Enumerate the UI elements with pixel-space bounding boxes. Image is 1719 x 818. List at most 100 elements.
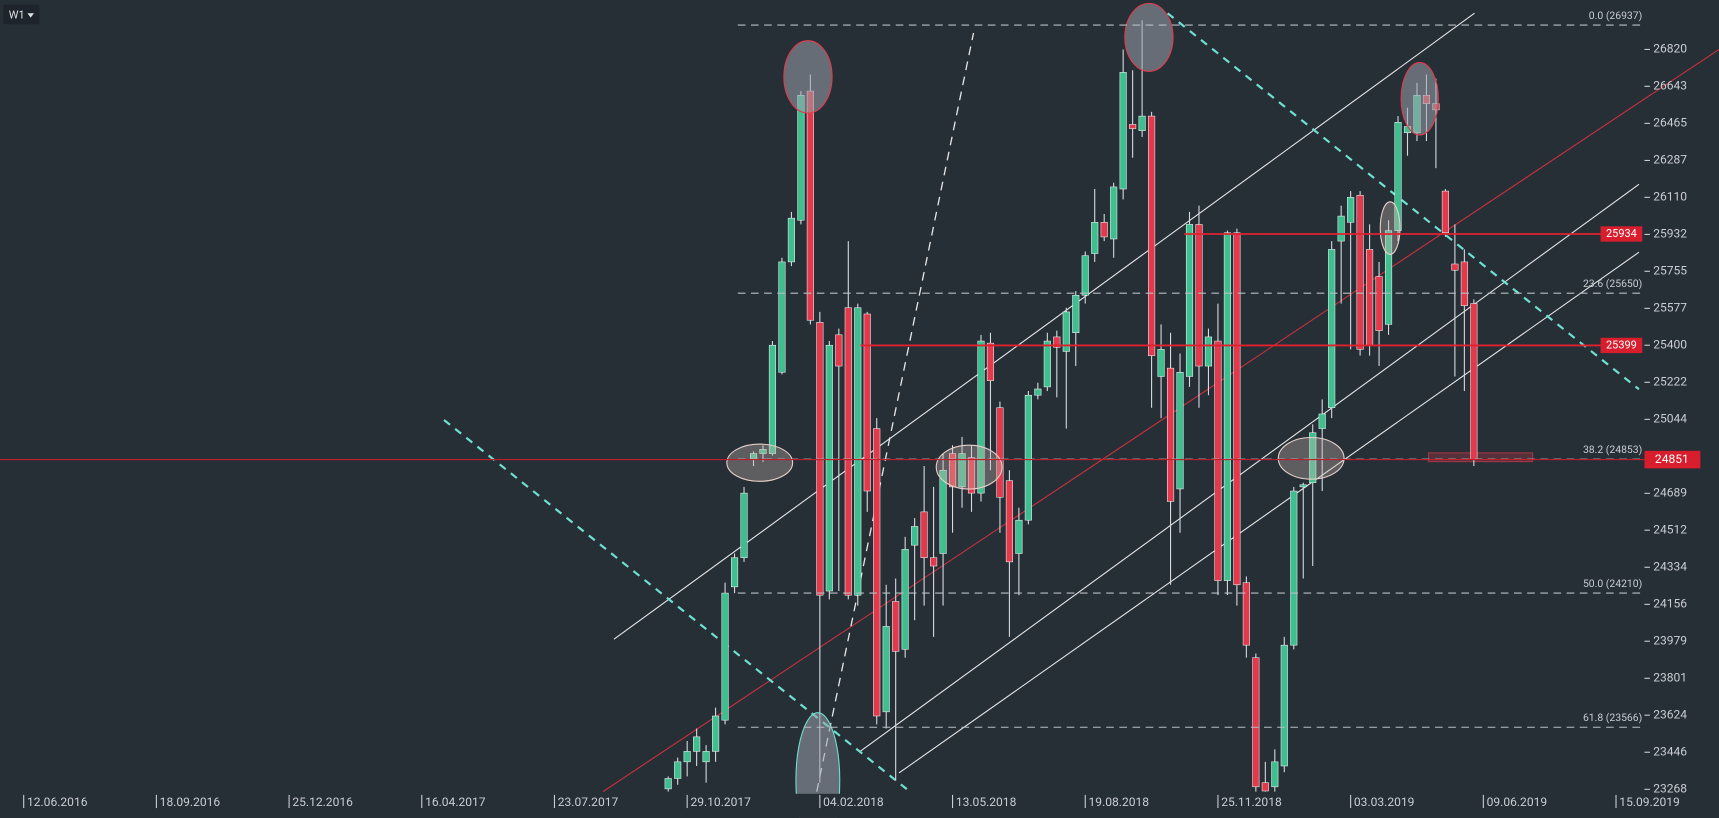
candle-body xyxy=(1384,230,1393,325)
candle-body xyxy=(1441,190,1449,234)
candle-body xyxy=(1129,124,1137,129)
candle-body xyxy=(1252,657,1260,788)
y-tick-label: 26465 xyxy=(1653,116,1687,130)
candle-body xyxy=(1157,349,1165,377)
highlight xyxy=(1400,62,1439,136)
candle-body xyxy=(1110,186,1118,240)
y-tick-label: 23801 xyxy=(1653,670,1687,684)
y-tick-label: 26643 xyxy=(1653,79,1687,93)
candle-body xyxy=(882,626,890,713)
x-tick-label: 25.12.2016 xyxy=(292,795,353,809)
candle-body xyxy=(1214,340,1222,581)
timeframe[interactable]: W1 xyxy=(9,8,25,21)
candle-body xyxy=(674,761,682,779)
y-tick-label: 25400 xyxy=(1653,337,1687,351)
candle-body xyxy=(721,592,729,721)
channel-line xyxy=(860,183,1640,752)
candle-body xyxy=(1148,115,1156,356)
x-tick-label: 09.06.2019 xyxy=(1487,795,1548,809)
candle-body xyxy=(1166,367,1175,502)
candles xyxy=(664,20,1478,792)
candle-body xyxy=(996,407,1004,498)
y-tick-label: 24156 xyxy=(1653,597,1687,611)
candle-body xyxy=(1347,197,1355,223)
candle-body xyxy=(740,492,748,558)
highlight xyxy=(783,40,833,114)
trend-line xyxy=(602,48,1719,793)
last-price-tag xyxy=(1644,450,1701,469)
y-tick-label: 26820 xyxy=(1653,42,1687,56)
x-tick-label: 23.07.2017 xyxy=(558,795,619,809)
candle-body xyxy=(1081,255,1089,296)
levels: 0.0 (26937) 23.6 (25650) 38.2 (24853) 50.0 … xyxy=(0,9,1645,728)
candle-body xyxy=(1356,194,1364,350)
candle-body xyxy=(683,751,691,763)
highlight xyxy=(1379,201,1401,255)
candle-body xyxy=(730,557,739,588)
candle-body xyxy=(1318,413,1326,429)
y-tick-label: 26287 xyxy=(1653,153,1687,167)
candle-body xyxy=(797,94,805,221)
candle-body xyxy=(1299,484,1307,488)
price-tag xyxy=(1600,226,1643,242)
zone xyxy=(1427,452,1534,463)
candle-body xyxy=(1451,263,1459,271)
channel-line xyxy=(613,12,1475,640)
candle-body xyxy=(1072,294,1080,334)
fib-label: 0.0 (26937) xyxy=(1589,9,1642,22)
x-tick-label: 03.03.2019 xyxy=(1354,795,1415,809)
candle-body xyxy=(1271,761,1279,788)
candle-body xyxy=(911,526,919,546)
fan-line xyxy=(816,32,975,792)
candle-body xyxy=(1176,372,1184,490)
candle-body xyxy=(664,778,672,790)
price-tag xyxy=(1600,337,1643,354)
candle-body xyxy=(854,307,862,596)
x-tick-label: 25.11.2018 xyxy=(1221,795,1282,809)
candle-body xyxy=(835,334,843,367)
y-tick-label: 25044 xyxy=(1653,412,1687,426)
candle-body xyxy=(986,342,995,381)
y-tick-label: 23446 xyxy=(1653,744,1687,758)
candle-body xyxy=(1290,490,1298,646)
candle-body xyxy=(1328,249,1336,408)
candle-body xyxy=(930,557,938,567)
dropdown-arrow[interactable] xyxy=(27,13,34,18)
candle-body xyxy=(1005,480,1013,563)
timeframe-button[interactable]: W1 xyxy=(3,4,40,25)
candle-body xyxy=(1053,336,1061,348)
candle-body xyxy=(967,457,976,494)
price-tag-label: 25399 xyxy=(1606,338,1637,351)
y-tick-label: 23979 xyxy=(1653,633,1687,647)
candle-body xyxy=(844,307,852,596)
x-tick-label: 04.02.2018 xyxy=(823,795,884,809)
candle-body xyxy=(806,90,814,321)
x-tick-label: 15.09.2019 xyxy=(1619,795,1680,809)
fib-label: 61.8 (23566) xyxy=(1583,711,1642,724)
candle-body xyxy=(1024,394,1032,521)
candle-body xyxy=(1366,249,1374,346)
highlight xyxy=(726,443,794,482)
fib-label: 23.6 (25650) xyxy=(1583,277,1642,290)
x-tick-label: 16.04.2017 xyxy=(425,795,486,809)
candle-body xyxy=(1015,519,1023,554)
candle-body xyxy=(1470,303,1478,460)
candle-body xyxy=(1337,215,1345,242)
y-tick-label: 26110 xyxy=(1653,190,1687,204)
candle-body xyxy=(693,736,701,752)
candle-body xyxy=(1233,232,1241,586)
last-price-label: 24851 xyxy=(1655,452,1689,466)
drawings xyxy=(443,12,1719,793)
candle-body xyxy=(1204,336,1213,367)
candle-body xyxy=(702,751,710,763)
button[interactable] xyxy=(3,4,40,25)
candle-body xyxy=(901,549,909,650)
y-tick-label: 23268 xyxy=(1653,782,1687,796)
candle-body xyxy=(1043,340,1051,388)
y-tick-label: 25755 xyxy=(1653,263,1687,277)
candle-body xyxy=(958,453,966,488)
y-tick-label: 24512 xyxy=(1653,522,1687,536)
highlight xyxy=(1124,2,1174,72)
x-tick-label: 29.10.2017 xyxy=(690,795,751,809)
